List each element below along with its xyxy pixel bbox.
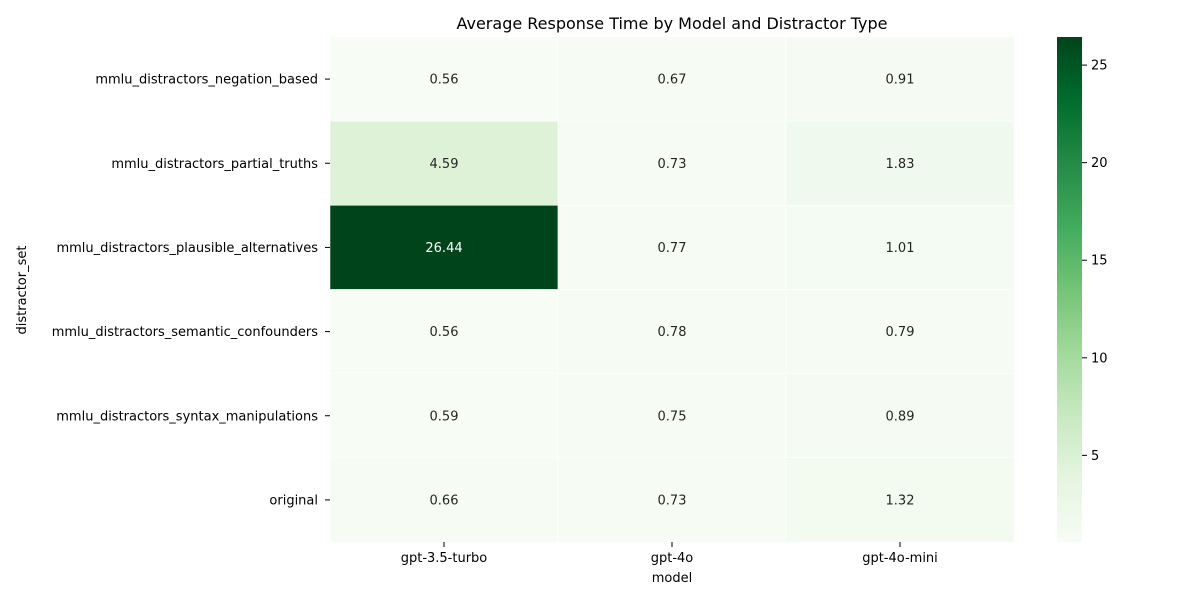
heatmap-cell bbox=[785, 457, 1015, 543]
colorbar-tick-label: 15 bbox=[1091, 254, 1108, 269]
x-tick-label: gpt-4o-mini bbox=[862, 551, 938, 566]
y-tick-label: mmlu_distractors_negation_based bbox=[95, 73, 318, 88]
cell-value-label: 0.75 bbox=[658, 409, 687, 424]
heatmap-cell bbox=[785, 289, 1015, 374]
cell-value-label: 1.32 bbox=[886, 493, 915, 508]
x-tick-label: gpt-3.5-turbo bbox=[401, 551, 488, 566]
heatmap-cell bbox=[557, 373, 787, 459]
cell-value-label: 0.66 bbox=[430, 493, 459, 508]
heatmap-cell bbox=[329, 373, 559, 459]
cell-value-label: 0.73 bbox=[658, 493, 687, 508]
cell-value-label: 0.73 bbox=[658, 157, 687, 172]
x-axis-ticks: gpt-3.5-turbo gpt-4o gpt-4o-mini bbox=[401, 542, 938, 566]
heatmap-cell bbox=[557, 205, 787, 290]
colorbar: 5 10 15 20 25 bbox=[1057, 37, 1108, 542]
y-tick-label: mmlu_distractors_plausible_alternatives bbox=[56, 241, 318, 256]
colorbar-tick-label: 5 bbox=[1091, 449, 1099, 464]
colorbar-tick-label: 20 bbox=[1091, 156, 1108, 171]
chart-title: Average Response Time by Model and Distr… bbox=[456, 14, 887, 33]
heatmap-cell bbox=[785, 36, 1015, 122]
cell-value-label: 26.44 bbox=[425, 241, 462, 256]
y-tick-label: mmlu_distractors_syntax_manipulations bbox=[56, 409, 318, 424]
cell-value-label: 4.59 bbox=[430, 157, 459, 172]
y-tick-label: mmlu_distractors_semantic_confounders bbox=[52, 325, 318, 340]
colorbar-tick-label: 25 bbox=[1091, 59, 1108, 74]
heatmap-cell bbox=[557, 36, 787, 122]
heatmap-cells bbox=[329, 36, 1015, 543]
heatmap-cell bbox=[329, 120, 559, 206]
cell-value-label: 1.01 bbox=[886, 241, 915, 256]
cell-value-label: 0.56 bbox=[430, 73, 459, 88]
colorbar-gradient bbox=[1057, 37, 1082, 542]
cell-value-label: 0.89 bbox=[886, 409, 915, 424]
cell-annotations: 0.56 0.67 0.91 4.59 0.73 1.83 26.44 0.77 1.01 0.5… bbox=[425, 73, 914, 509]
cell-value-label: 0.59 bbox=[430, 409, 459, 424]
cell-value-label: 0.79 bbox=[886, 325, 915, 340]
cell-value-label: 0.91 bbox=[886, 73, 915, 88]
y-axis-ticks: mmlu_distractors_negation_based mmlu_dist… bbox=[52, 73, 330, 508]
cell-value-label: 0.67 bbox=[658, 73, 687, 88]
y-axis-label: distractor_set bbox=[15, 246, 30, 335]
cell-value-label: 0.77 bbox=[658, 241, 687, 256]
x-axis-label: model bbox=[652, 571, 692, 586]
colorbar-tick-label: 10 bbox=[1091, 351, 1108, 366]
y-tick-label: original bbox=[269, 493, 318, 508]
x-tick-label: gpt-4o bbox=[651, 551, 694, 566]
heatmap-cell bbox=[785, 373, 1015, 459]
heatmap-cell bbox=[329, 289, 559, 374]
heatmap-cell bbox=[557, 457, 787, 543]
heatmap-cell bbox=[329, 205, 559, 290]
cell-value-label: 1.83 bbox=[886, 157, 915, 172]
cell-value-label: 0.78 bbox=[658, 325, 687, 340]
heatmap-cell bbox=[329, 36, 559, 122]
heatmap-cell bbox=[557, 120, 787, 206]
y-tick-label: mmlu_distractors_partial_truths bbox=[111, 157, 318, 172]
heatmap-cell bbox=[785, 120, 1015, 206]
cell-value-label: 0.56 bbox=[430, 325, 459, 340]
